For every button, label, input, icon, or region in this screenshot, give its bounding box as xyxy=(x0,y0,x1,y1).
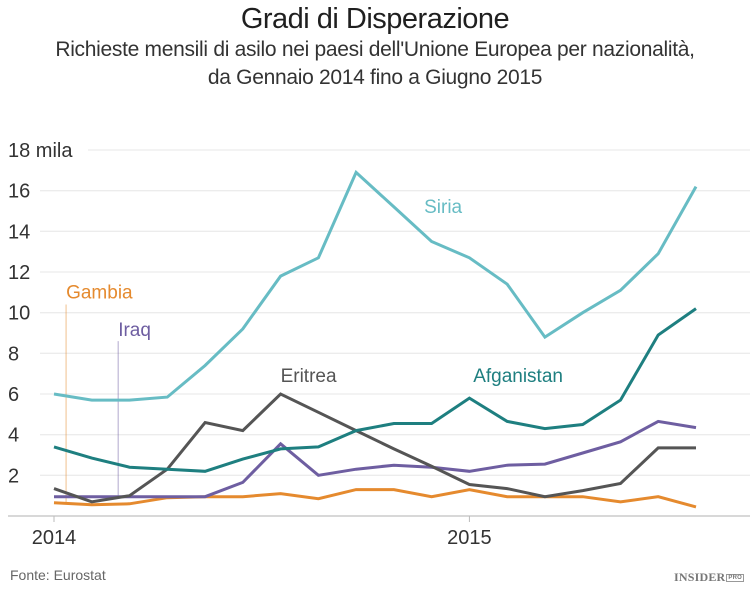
series-line-eritrea xyxy=(53,392,696,504)
y-tick-label: 14 xyxy=(8,221,30,243)
publisher-logo: INSIDER PRO xyxy=(674,570,744,585)
y-tick-label: 12 xyxy=(8,262,30,284)
series-lines xyxy=(53,169,698,509)
series-label-iraq: Iraq xyxy=(118,320,151,341)
chart-subtitle-line2: da Gennaio 2014 fino a Giugno 2015 xyxy=(207,66,543,89)
gridlines xyxy=(40,149,750,476)
y-tick-label: 8 xyxy=(8,343,19,365)
x-axis-ticks: 2014 2015 xyxy=(32,516,492,549)
chart-title: Gradi di Disperazione xyxy=(240,3,510,35)
y-tick-label: 10 xyxy=(8,303,30,325)
series-line-gambia xyxy=(53,488,697,509)
y-axis-ticks: 2 4 6 8 10 12 14 16 18 mila xyxy=(8,140,73,487)
logo-sub: PRO xyxy=(726,574,744,582)
series-line-iraq xyxy=(54,419,697,499)
series-label-siria: Siria xyxy=(424,197,462,218)
series-labels: Siria Afganistan Eritrea Iraq Gambia xyxy=(66,197,563,387)
y-tick-label: 6 xyxy=(8,384,19,406)
series-line-siria xyxy=(53,169,698,402)
series-label-eritrea: Eritrea xyxy=(281,366,337,387)
source-note: Fonte: Eurostat xyxy=(10,567,106,583)
label-leader-lines xyxy=(65,304,119,504)
chart-subtitle-line1: Richieste mensili di asilo nei paesi del… xyxy=(55,38,695,61)
y-tick-label: 2 xyxy=(8,465,19,487)
x-tick-label: 2014 xyxy=(32,527,77,549)
series-label-gambia: Gambia xyxy=(66,282,133,303)
y-tick-label: 4 xyxy=(8,425,19,447)
series-label-afganistan: Afganistan xyxy=(473,366,563,387)
series-line-afganistan xyxy=(53,307,697,473)
y-tick-label: 16 xyxy=(8,181,30,203)
logo-main: INSIDER xyxy=(673,570,726,584)
x-tick-label: 2015 xyxy=(447,527,492,549)
y-tick-label: 18 mila xyxy=(8,140,73,162)
